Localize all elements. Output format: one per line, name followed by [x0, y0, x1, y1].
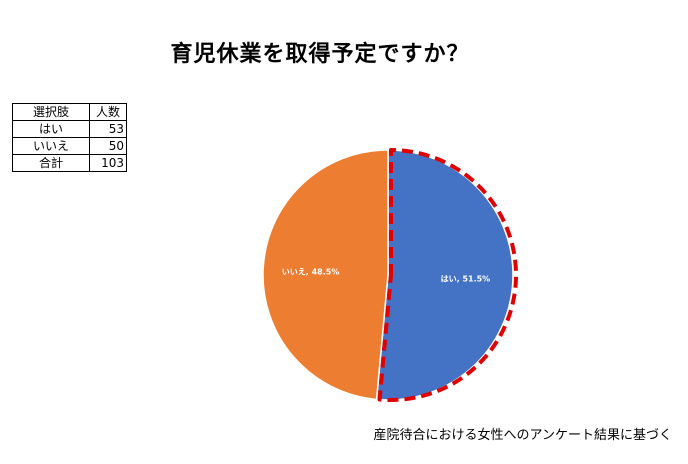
table-header-row: 選択肢 人数: [12, 103, 127, 121]
slice-data-label: いいえ, 48.5%: [282, 267, 340, 276]
source-footnote: 産院待合における女性へのアンケート結果に基づく: [373, 428, 672, 443]
data-table: 選択肢 人数 はい 53 いいえ 50 合計 103: [12, 103, 127, 172]
pie-slice-no: [262, 149, 389, 401]
table-cell-label: いいえ: [12, 137, 90, 155]
table-cell-label: 合計: [12, 154, 90, 172]
table-row: いいえ 50: [12, 137, 127, 155]
table-cell-value: 103: [89, 154, 127, 172]
chart-title: 育児休業を取得予定ですか？: [170, 42, 470, 67]
table-row: 合計 103: [12, 154, 127, 172]
highlight-dashed-outline: [377, 148, 518, 402]
slice-data-label: はい, 51.5%: [441, 275, 491, 284]
table-cell-value: 53: [89, 120, 127, 138]
